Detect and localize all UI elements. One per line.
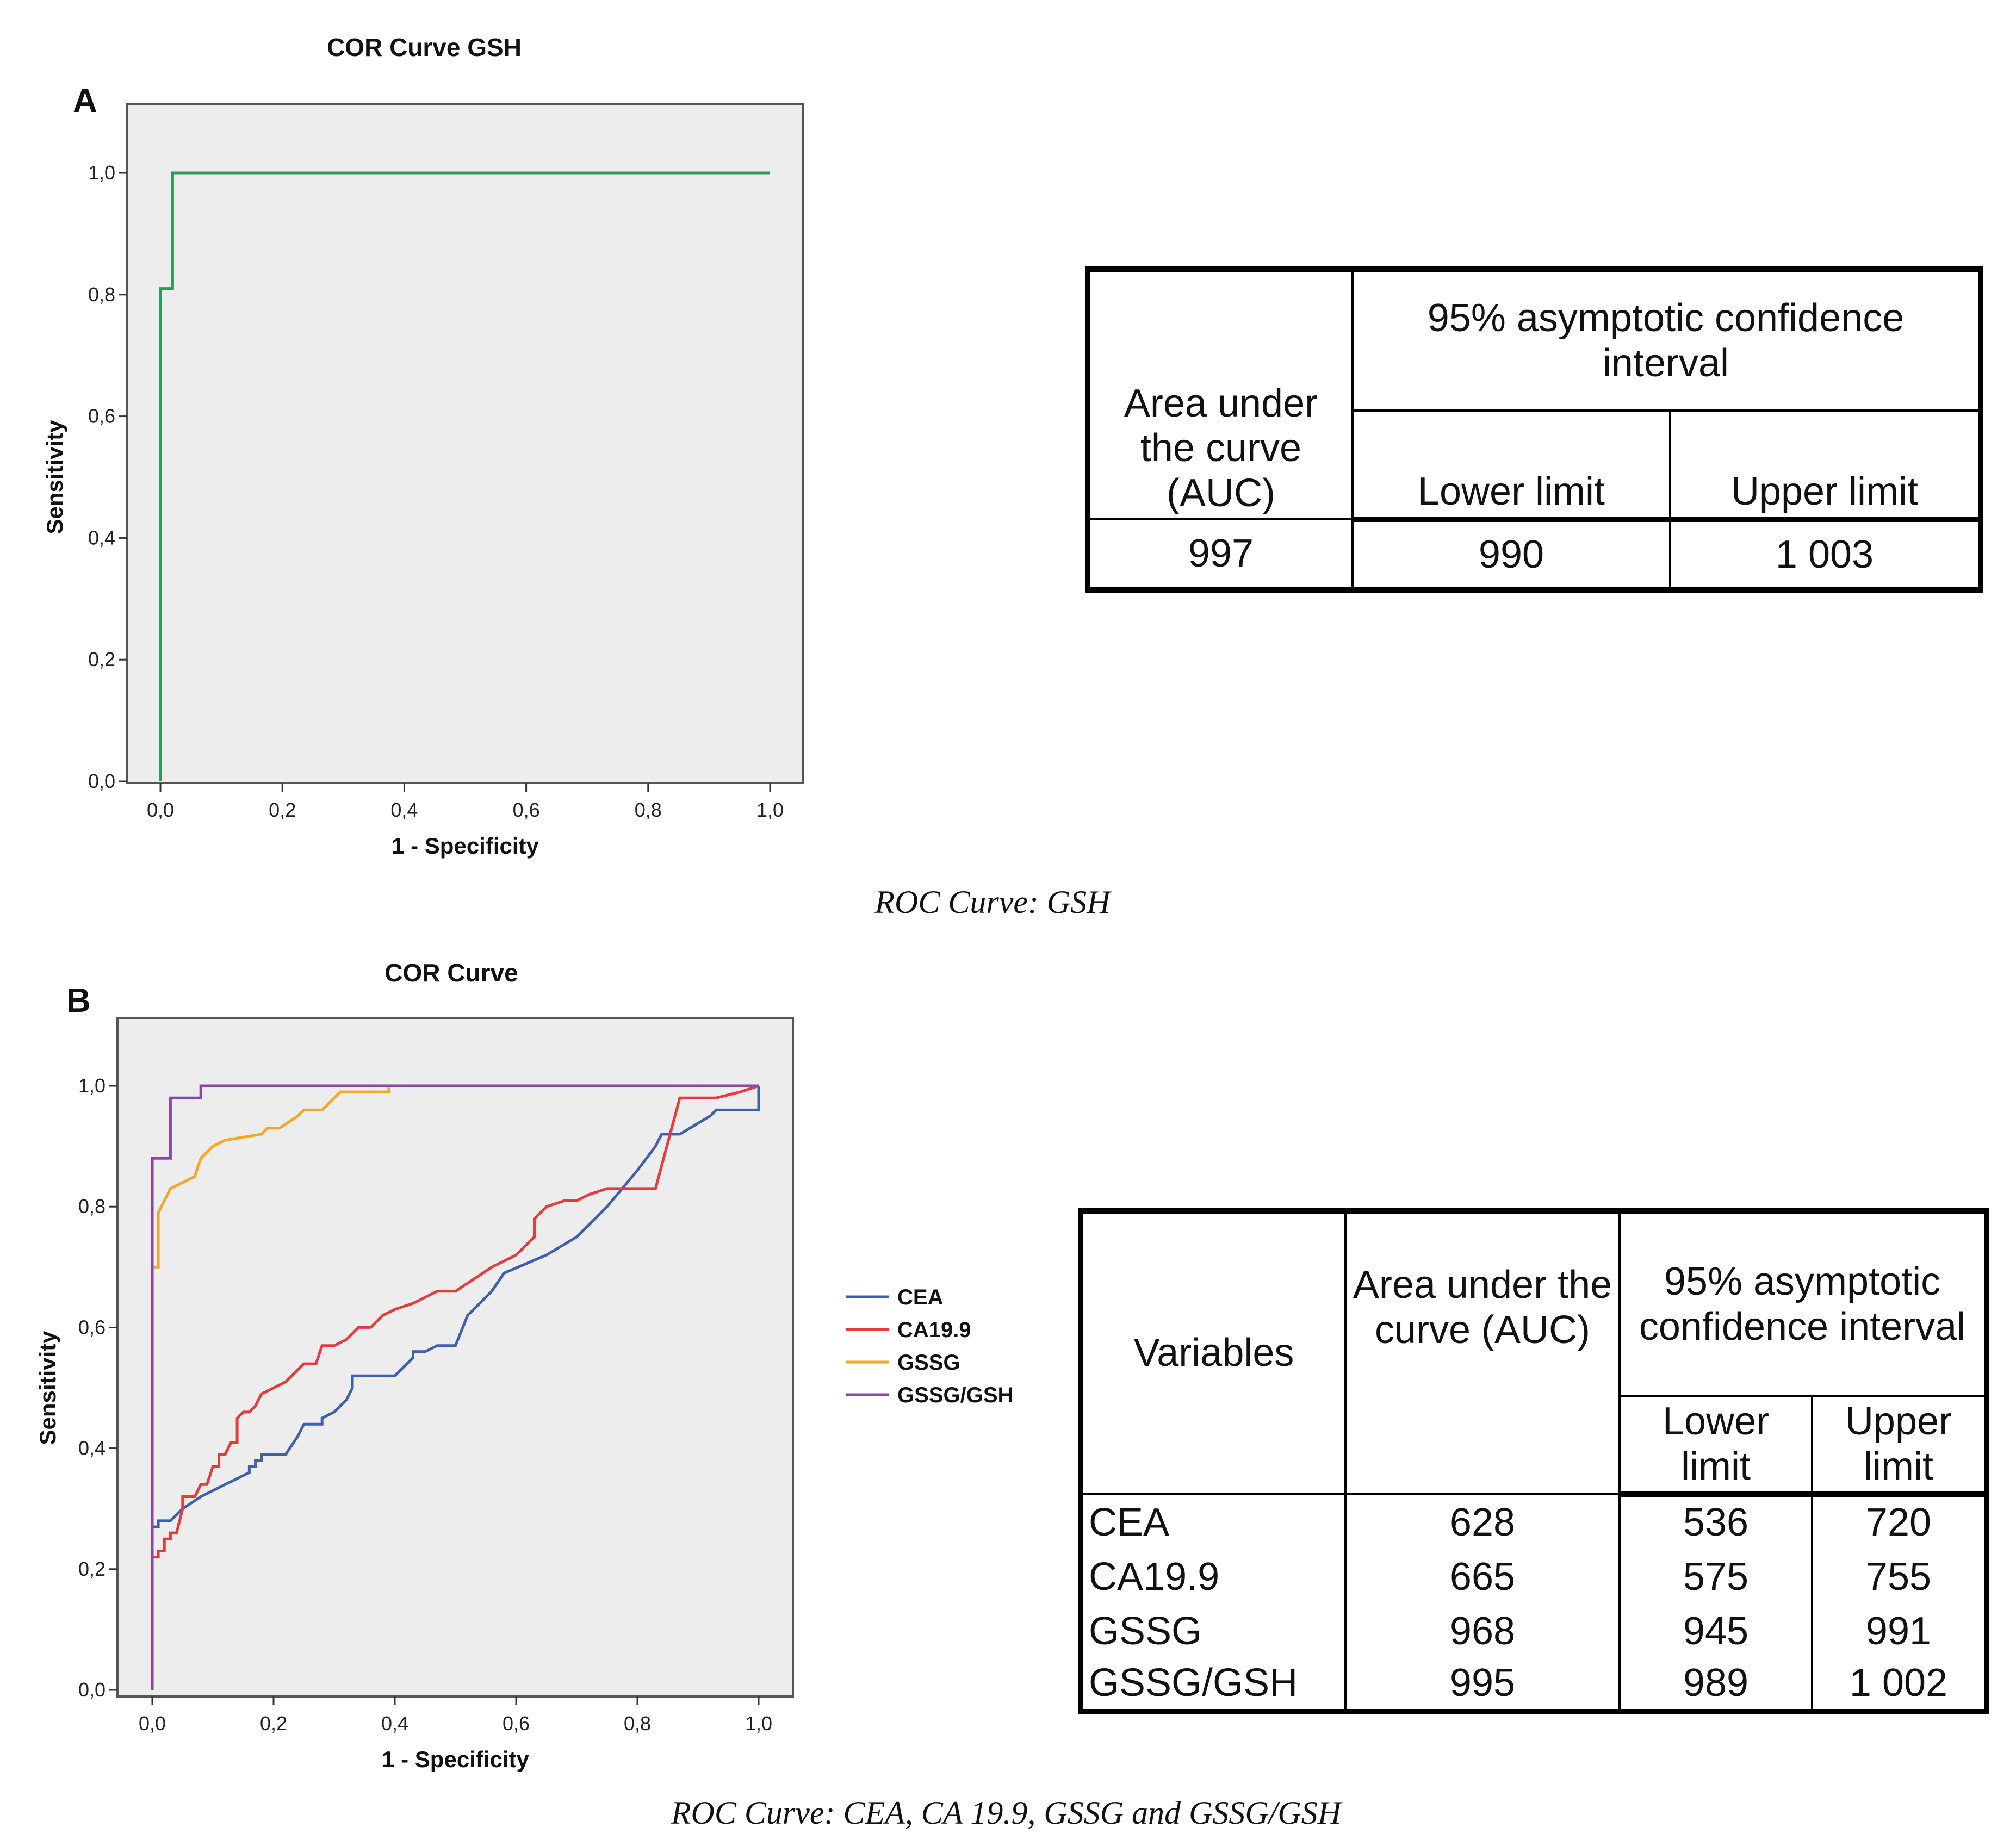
plot-area bbox=[126, 103, 804, 784]
series-line-gssg-gsh bbox=[151, 1084, 759, 1690]
y-tick-label: 0,4 bbox=[78, 1437, 106, 1459]
chart-b: 0,0 0,2 0,4 0,6 0,8 1,0 0,0 0,2 0,4 0,6 0,8 1,0 1 - … bbox=[35, 1017, 1013, 1772]
table-a-upper-header: Upper limit bbox=[1669, 409, 1982, 522]
table-a-ci-header: 95% asymptotic confidence interval bbox=[1351, 268, 1982, 412]
y-tick-label: 1,0 bbox=[88, 161, 115, 184]
table-b-row-upper: 1 002 bbox=[1811, 1657, 1988, 1712]
y-tick-label: 0,2 bbox=[78, 1558, 106, 1580]
caption-b: ROC Curve: CEA, CA 19.9, GSSG and GSSG/G… bbox=[671, 1795, 1342, 1831]
y-tick-label: 0,8 bbox=[78, 1195, 106, 1217]
series-line-ca19-9 bbox=[151, 1084, 759, 1690]
table-b-row-lower: 575 bbox=[1618, 1548, 1813, 1603]
table-a-lower-value: 990 bbox=[1351, 518, 1671, 591]
x-tick-label: 0,2 bbox=[269, 799, 296, 821]
legend-label: GSSG/GSH bbox=[897, 1383, 1013, 1407]
y-tick-label: 0,0 bbox=[78, 1679, 106, 1701]
table-b-row-variable: GSSG/GSH bbox=[1080, 1657, 1347, 1712]
x-tick-label: 0,2 bbox=[260, 1712, 287, 1735]
legend-label: CEA bbox=[897, 1285, 943, 1309]
x-tick-label: 0,4 bbox=[390, 799, 418, 821]
x-axis-label: 1 - Specificity bbox=[392, 833, 539, 859]
x-tick-label: 0,0 bbox=[139, 1712, 166, 1735]
x-tick-label: 0,8 bbox=[624, 1712, 651, 1735]
x-axis-label: 1 - Specificity bbox=[382, 1746, 529, 1772]
table-b-lower-header: Lower limit bbox=[1618, 1395, 1813, 1497]
table-b-row-variable: GSSG bbox=[1080, 1602, 1347, 1657]
x-tick-label: 0,4 bbox=[381, 1712, 408, 1735]
x-tick-label: 0,8 bbox=[635, 799, 662, 821]
x-tick-label: 1,0 bbox=[745, 1712, 772, 1735]
table-b-row-upper: 755 bbox=[1811, 1548, 1988, 1603]
chart-a-title: COR Curve GSH bbox=[327, 33, 522, 61]
plot-area bbox=[116, 1017, 794, 1698]
table-a-auc-value: 997 bbox=[1087, 518, 1354, 591]
table-b-row-auc: 628 bbox=[1344, 1494, 1621, 1549]
x-tick-label: 0,0 bbox=[147, 799, 174, 821]
table-b-row-upper: 991 bbox=[1811, 1602, 1988, 1657]
x-tick-label: 0,6 bbox=[503, 1712, 530, 1735]
y-tick-label: 0,6 bbox=[88, 405, 115, 427]
table-a: Area under the curve (AUC) 95% asymptoti… bbox=[1085, 266, 1983, 593]
table-b-auc-header: Area under the curve (AUC) bbox=[1344, 1210, 1621, 1495]
legend-label: GSSG bbox=[897, 1351, 960, 1375]
panel-a-letter: A bbox=[73, 82, 97, 120]
table-b-row-auc: 968 bbox=[1344, 1602, 1621, 1657]
table-a-auc-header: Area under the curve (AUC) bbox=[1087, 268, 1354, 520]
table-b-row-lower: 945 bbox=[1618, 1602, 1813, 1657]
y-tick-label: 0,4 bbox=[88, 526, 115, 549]
table-b-row-variable: CA19.9 bbox=[1080, 1548, 1347, 1603]
table-b-variables-header: Variables bbox=[1080, 1210, 1347, 1495]
panel-b-letter: B bbox=[66, 982, 91, 1020]
table-a-upper-value: 1 003 bbox=[1669, 518, 1982, 591]
series-line-gssg bbox=[151, 1084, 759, 1690]
chart-a: 0,0 0,2 0,4 0,6 0,8 1,0 0,0 0,2 0,4 0,6 0,8 1,0 1 - … bbox=[42, 103, 804, 859]
table-b-row-lower: 989 bbox=[1618, 1657, 1813, 1712]
legend-label: CA19.9 bbox=[897, 1318, 971, 1342]
chart-b-title: COR Curve bbox=[384, 959, 518, 987]
table-b-row-auc: 995 bbox=[1344, 1657, 1621, 1712]
x-tick-label: 0,6 bbox=[513, 799, 540, 821]
y-tick-label: 0,2 bbox=[88, 648, 115, 670]
caption-a: ROC Curve: GSH bbox=[874, 884, 1111, 920]
y-tick-label: 1,0 bbox=[78, 1074, 106, 1097]
x-tick-label: 1,0 bbox=[756, 799, 784, 821]
table-b-ci-header: 95% asymptotic confidence interval bbox=[1618, 1210, 1988, 1397]
y-axis-label: Sensitivity bbox=[35, 1331, 60, 1445]
series-line-cea bbox=[151, 1086, 760, 1690]
table-a-lower-header: Lower limit bbox=[1351, 409, 1671, 522]
y-tick-label: 0,8 bbox=[88, 283, 115, 306]
table-b: Variables Area under the curve (AUC) 95%… bbox=[1078, 1208, 1989, 1714]
table-b-upper-header: Upper limit bbox=[1811, 1395, 1988, 1497]
table-b-row-variable: CEA bbox=[1080, 1494, 1347, 1549]
table-b-row-auc: 665 bbox=[1344, 1548, 1621, 1603]
y-tick-label: 0,0 bbox=[88, 770, 115, 792]
y-axis-label: Sensitivity bbox=[42, 420, 67, 534]
table-b-row-lower: 536 bbox=[1618, 1494, 1813, 1549]
table-b-row-upper: 720 bbox=[1811, 1494, 1988, 1549]
y-tick-label: 0,6 bbox=[78, 1316, 106, 1338]
series-line-0 bbox=[159, 171, 770, 781]
